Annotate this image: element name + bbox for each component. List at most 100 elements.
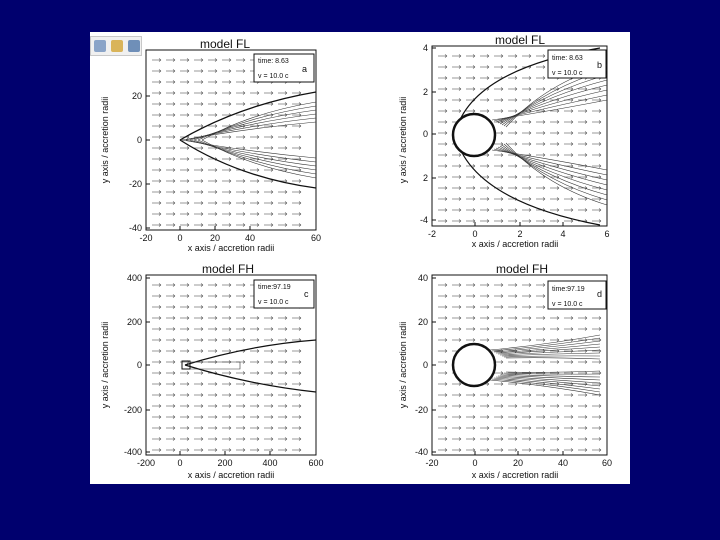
velocity-arrowhead bbox=[570, 415, 574, 419]
y-tick-label: 0 bbox=[137, 135, 142, 145]
velocity-arrowhead bbox=[298, 124, 302, 128]
velocity-arrowhead bbox=[172, 283, 176, 287]
velocity-arrowhead bbox=[242, 393, 246, 397]
velocity-arrowhead bbox=[242, 437, 246, 441]
density-contour bbox=[499, 349, 601, 356]
panel-title: model FL bbox=[200, 37, 250, 51]
velocity-arrowhead bbox=[556, 120, 560, 124]
print-icon[interactable] bbox=[94, 40, 106, 52]
velocity-arrowhead bbox=[228, 135, 232, 139]
velocity-arrowhead bbox=[584, 316, 588, 320]
velocity-arrowhead bbox=[514, 120, 518, 124]
velocity-arrowhead bbox=[284, 360, 288, 364]
velocity-arrowhead bbox=[486, 76, 490, 80]
edit-icon[interactable] bbox=[111, 40, 123, 52]
velocity-arrowhead bbox=[284, 212, 288, 216]
velocity-arrowhead bbox=[472, 448, 476, 452]
velocity-arrowhead bbox=[186, 168, 190, 172]
velocity-arrowhead bbox=[158, 80, 162, 84]
velocity-arrowhead bbox=[444, 393, 448, 397]
velocity-arrowhead bbox=[158, 349, 162, 353]
velocity-arrowhead bbox=[444, 109, 448, 113]
figure-area bbox=[90, 32, 630, 484]
velocity-arrowhead bbox=[172, 223, 176, 227]
velocity-arrowhead bbox=[570, 393, 574, 397]
velocity-arrowhead bbox=[270, 349, 274, 353]
velocity-arrowhead bbox=[298, 437, 302, 441]
density-contour bbox=[493, 94, 608, 122]
velocity-arrowhead bbox=[486, 393, 490, 397]
velocity-arrowhead bbox=[472, 404, 476, 408]
velocity-arrowhead bbox=[200, 404, 204, 408]
velocity-arrowhead bbox=[528, 305, 532, 309]
velocity-arrowhead bbox=[570, 448, 574, 452]
velocity-arrowhead bbox=[472, 186, 476, 190]
velocity-arrowhead bbox=[542, 338, 546, 342]
velocity-arrowhead bbox=[514, 98, 518, 102]
velocity-arrowhead bbox=[542, 175, 546, 179]
velocity-arrowhead bbox=[458, 76, 462, 80]
velocity-arrowhead bbox=[214, 91, 218, 95]
velocity-arrowhead bbox=[270, 91, 274, 95]
velocity-arrowhead bbox=[298, 404, 302, 408]
velocity-arrowhead bbox=[444, 349, 448, 353]
velocity-arrowhead bbox=[528, 316, 532, 320]
velocity-arrowhead bbox=[214, 212, 218, 216]
x-axis-label: x axis / accretion radii bbox=[188, 243, 275, 253]
density-contour bbox=[491, 337, 601, 352]
panel-letter: c bbox=[304, 289, 309, 299]
x-tick-label: 60 bbox=[311, 233, 321, 243]
velocity-arrowhead bbox=[200, 69, 204, 73]
velocity-arrowhead bbox=[186, 201, 190, 205]
velocity-label: v = 10.0 c bbox=[258, 73, 289, 80]
velocity-arrowhead bbox=[242, 223, 246, 227]
velocity-arrowhead bbox=[500, 393, 504, 397]
velocity-arrowhead bbox=[500, 382, 504, 386]
velocity-arrowhead bbox=[242, 113, 246, 117]
velocity-arrowhead bbox=[528, 197, 532, 201]
velocity-arrowhead bbox=[458, 316, 462, 320]
x-tick-label: 0 bbox=[177, 233, 182, 243]
velocity-arrowhead bbox=[256, 223, 260, 227]
velocity-arrowhead bbox=[158, 168, 162, 172]
velocity-arrowhead bbox=[186, 283, 190, 287]
save-icon[interactable] bbox=[128, 40, 140, 52]
velocity-arrowhead bbox=[556, 131, 560, 135]
x-tick-label: 0 bbox=[177, 458, 182, 468]
velocity-arrowhead bbox=[584, 131, 588, 135]
velocity-arrowhead bbox=[444, 338, 448, 342]
velocity-arrowhead bbox=[458, 294, 462, 298]
y-tick-label: -20 bbox=[415, 405, 428, 415]
velocity-arrowhead bbox=[542, 131, 546, 135]
velocity-arrowhead bbox=[542, 153, 546, 157]
shock-front-lower bbox=[179, 139, 317, 189]
velocity-arrowhead bbox=[528, 131, 532, 135]
x-tick-label: 200 bbox=[217, 458, 232, 468]
velocity-arrowhead bbox=[200, 382, 204, 386]
velocity-arrowhead bbox=[298, 91, 302, 95]
velocity-arrowhead bbox=[214, 305, 218, 309]
velocity-arrowhead bbox=[256, 437, 260, 441]
velocity-arrowhead bbox=[284, 168, 288, 172]
velocity-arrowhead bbox=[598, 415, 602, 419]
velocity-arrowhead bbox=[570, 327, 574, 331]
y-tick-label: 4 bbox=[423, 43, 428, 53]
density-contour bbox=[201, 139, 317, 179]
accretor-circle bbox=[451, 112, 497, 158]
velocity-arrowhead bbox=[242, 426, 246, 430]
time-label: time:97.19 bbox=[552, 286, 585, 293]
velocity-arrowhead bbox=[270, 426, 274, 430]
velocity-arrowhead bbox=[472, 283, 476, 287]
velocity-arrowhead bbox=[242, 338, 246, 342]
velocity-arrowhead bbox=[270, 146, 274, 150]
velocity-arrowhead bbox=[158, 223, 162, 227]
velocity-arrowhead bbox=[500, 404, 504, 408]
velocity-arrowhead bbox=[284, 426, 288, 430]
velocity-arrowhead bbox=[584, 153, 588, 157]
velocity-arrowhead bbox=[158, 146, 162, 150]
velocity-arrowhead bbox=[200, 415, 204, 419]
velocity-arrowhead bbox=[298, 371, 302, 375]
velocity-arrowhead bbox=[542, 76, 546, 80]
velocity-arrowhead bbox=[444, 54, 448, 58]
velocity-arrowhead bbox=[200, 316, 204, 320]
